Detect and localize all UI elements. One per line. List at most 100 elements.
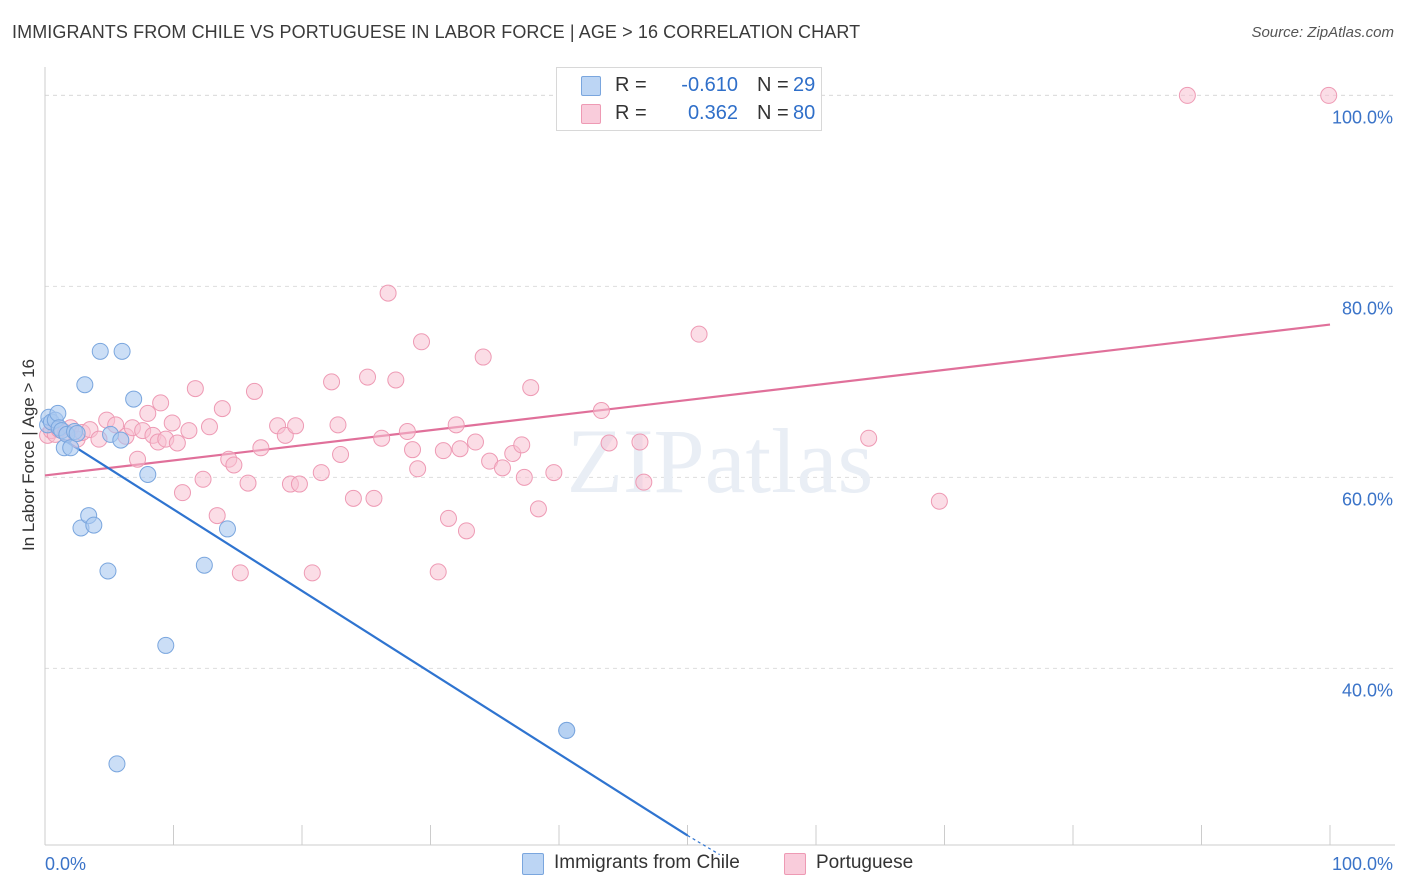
axes-layer — [44, 67, 1395, 846]
n-label: N = — [757, 102, 789, 124]
portuguese-swatch — [581, 104, 601, 124]
portuguese-point — [434, 442, 452, 460]
n-value: 80 — [793, 102, 816, 124]
portuguese-point — [312, 464, 330, 482]
trend-layer — [44, 323, 1331, 856]
chile-point — [139, 466, 157, 484]
portuguese-point — [186, 380, 204, 398]
portuguese-point — [303, 564, 321, 582]
chile-point — [157, 636, 175, 654]
portuguese-point — [690, 325, 708, 343]
x-tick-label-max: 100.0% — [1332, 854, 1393, 874]
portuguese-point — [129, 450, 147, 468]
portuguese-point — [631, 433, 649, 451]
n-label: N = — [757, 74, 789, 96]
chile-point — [558, 721, 576, 739]
chile-swatch — [581, 76, 601, 96]
portuguese-legend-swatch — [784, 853, 806, 875]
portuguese-point — [359, 368, 377, 386]
portuguese-legend-label: Portuguese — [816, 852, 914, 873]
portuguese-point — [200, 418, 218, 436]
portuguese-point — [447, 416, 465, 434]
portuguese-point — [173, 484, 191, 502]
portuguese-point — [545, 464, 563, 482]
chile-point — [91, 342, 109, 360]
portuguese-point — [860, 429, 878, 447]
chile-legend-swatch — [522, 853, 544, 875]
n-value: 29 — [793, 74, 816, 96]
portuguese-point — [208, 507, 226, 525]
portuguese-point — [592, 402, 610, 420]
correlation-legend: R = -0.610 N = 29 R = 0.362 N = 80 — [556, 67, 822, 131]
labels-layer: 40.0% 60.0% 80.0% 100.0% 0.0% 100.0% — [45, 107, 1393, 874]
portuguese-point — [194, 470, 212, 488]
portuguese-point — [329, 416, 347, 434]
portuguese-point — [474, 348, 492, 366]
grid-layer — [45, 94, 1395, 669]
portuguese-point — [287, 417, 305, 435]
x-tick-label-min: 0.0% — [45, 854, 86, 874]
r-label: R = — [615, 102, 647, 124]
chile-point — [49, 404, 67, 422]
portuguese-point — [373, 429, 391, 447]
chile-point — [99, 562, 117, 580]
watermark: ZIPatlas — [567, 410, 874, 512]
y-tick-label: 100.0% — [1332, 107, 1393, 127]
portuguese-point — [152, 394, 170, 412]
portuguese-point — [451, 440, 469, 458]
chile-point — [76, 376, 94, 394]
portuguese-point — [515, 468, 533, 486]
portuguese-point — [290, 475, 308, 493]
portuguese-point — [522, 379, 540, 397]
portuguese-point — [332, 445, 350, 463]
r-label: R = — [615, 74, 647, 96]
chile-trendline — [54, 433, 689, 837]
y-tick-label: 60.0% — [1342, 489, 1393, 509]
portuguese-point — [600, 434, 618, 452]
portuguese-point — [457, 522, 475, 540]
source-label: Source: ZipAtlas.com — [1251, 24, 1394, 41]
portuguese-point — [213, 400, 231, 418]
portuguese-point — [404, 441, 422, 459]
chile-point — [62, 439, 80, 457]
portuguese-point — [365, 489, 383, 507]
y-axis-label: In Labor Force | Age > 16 — [19, 359, 38, 551]
chile-trendline-extension — [687, 834, 720, 856]
portuguese-point — [409, 460, 427, 478]
portuguese-point — [493, 459, 511, 477]
portuguese-point — [231, 564, 249, 582]
chile-point — [113, 342, 131, 360]
portuguese-point — [413, 333, 431, 351]
portuguese-point — [398, 423, 416, 441]
portuguese-point — [513, 436, 531, 454]
y-tick-label: 80.0% — [1342, 298, 1393, 318]
portuguese-point — [387, 371, 405, 389]
portuguese-point — [379, 284, 397, 302]
chile-point — [218, 520, 236, 538]
chile-point — [125, 390, 143, 408]
portuguese-point — [635, 473, 653, 491]
portuguese-point — [1320, 86, 1338, 104]
portuguese-point — [466, 433, 484, 451]
portuguese-point — [1178, 86, 1196, 104]
portuguese-point — [239, 474, 257, 492]
portuguese-point — [323, 373, 341, 391]
portuguese-point — [139, 404, 157, 422]
portuguese-point — [344, 489, 362, 507]
portuguese-point — [245, 382, 263, 400]
chile-legend-label: Immigrants from Chile — [554, 852, 740, 873]
portuguese-point — [529, 500, 547, 518]
r-value: -0.610 — [681, 74, 738, 96]
y-tick-label: 40.0% — [1342, 680, 1393, 700]
portuguese-point — [225, 456, 243, 474]
portuguese-point — [180, 422, 198, 440]
points-layer — [39, 86, 1338, 773]
chile-point — [108, 755, 126, 773]
portuguese-point — [930, 492, 948, 510]
chile-point — [195, 556, 213, 574]
chile-point — [68, 424, 86, 442]
portuguese-point — [429, 563, 447, 581]
chart-title: IMMIGRANTS FROM CHILE VS PORTUGUESE IN L… — [12, 22, 861, 42]
portuguese-point — [168, 434, 186, 452]
